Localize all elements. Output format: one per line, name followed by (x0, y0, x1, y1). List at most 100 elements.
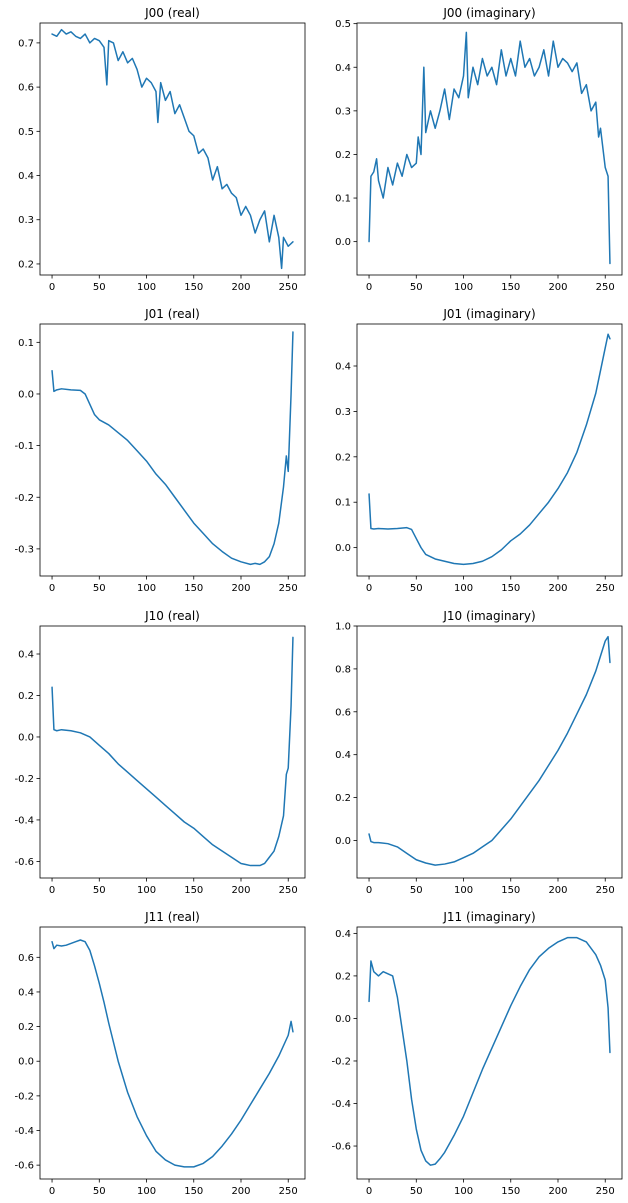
y-tick-label: 0.2 (335, 452, 351, 463)
x-tick-label: 250 (596, 282, 615, 293)
x-tick-label: 0 (366, 583, 372, 594)
x-tick-label: 100 (454, 583, 473, 594)
y-tick-label: -0.2 (331, 1056, 351, 1067)
y-tick-label: -0.2 (14, 774, 34, 785)
y-tick-label: 0.2 (335, 150, 351, 161)
chart-title: J00 (real) (144, 6, 200, 20)
x-tick-label: 150 (501, 583, 520, 594)
x-tick-label: 250 (279, 885, 298, 896)
y-tick-label: 0.2 (18, 259, 34, 270)
chart-title: J10 (imaginary) (442, 609, 535, 623)
x-tick-label: 150 (501, 885, 520, 896)
y-tick-label: 0.2 (18, 1022, 34, 1033)
series-line (368, 635, 611, 866)
series-line (51, 636, 294, 867)
x-tick-label: 50 (93, 885, 106, 896)
y-tick-label: 0.4 (335, 750, 351, 761)
y-tick-label: 0.2 (18, 691, 34, 702)
x-tick-label: 250 (279, 282, 298, 293)
y-tick-label: 0.0 (335, 237, 351, 248)
x-tick-label: 200 (231, 583, 250, 594)
x-tick-label: 50 (93, 282, 106, 293)
y-tick-label: -0.2 (14, 493, 34, 504)
y-tick-label: 0.0 (18, 732, 34, 743)
y-tick-label: -0.2 (14, 1091, 34, 1102)
y-tick-label: 0.5 (18, 127, 34, 138)
y-tick-label: 0.4 (18, 650, 34, 661)
x-tick-label: 100 (137, 282, 156, 293)
x-tick-label: 200 (548, 885, 567, 896)
y-tick-label: 0.3 (335, 106, 351, 117)
x-tick-label: 50 (410, 583, 423, 594)
series-line (368, 936, 611, 1166)
x-tick-label: 250 (596, 583, 615, 594)
chart-panel-6: J10 (imaginary) 0 50 100 150 200 250 0.0 0.2 0.4 0… (335, 609, 623, 896)
y-tick-label: 0.3 (335, 407, 351, 418)
chart-title: J01 (real) (144, 307, 200, 321)
y-tick-label: 0.4 (18, 171, 34, 182)
x-tick-label: 0 (366, 1186, 372, 1197)
x-tick-label: 100 (454, 885, 473, 896)
y-tick-label: 0.6 (18, 83, 34, 94)
chart-title: J01 (imaginary) (442, 307, 535, 321)
y-tick-label: -0.6 (331, 1142, 351, 1153)
chart-panel-4: J01 (imaginary) 0 50 100 150 200 250 0.0 0.1 0.2 0… (335, 307, 623, 594)
axes-frame (39, 22, 306, 276)
x-tick-label: 50 (410, 282, 423, 293)
x-tick-label: 250 (279, 583, 298, 594)
y-tick-label: -0.1 (14, 441, 34, 452)
x-tick-label: 200 (231, 1186, 250, 1197)
y-tick-label: 0.1 (335, 498, 351, 509)
y-tick-label: -0.3 (14, 544, 34, 555)
series-line (51, 939, 294, 1168)
y-tick-label: 0.2 (335, 793, 351, 804)
x-tick-label: 200 (548, 583, 567, 594)
y-tick-label: 0.2 (335, 971, 351, 982)
x-tick-label: 150 (184, 1186, 203, 1197)
x-tick-label: 50 (410, 885, 423, 896)
y-tick-label: 0.0 (18, 389, 34, 400)
x-tick-label: 100 (454, 282, 473, 293)
x-tick-label: 200 (548, 1186, 567, 1197)
x-tick-label: 250 (279, 1186, 298, 1197)
y-tick-label: 0.6 (18, 953, 34, 964)
chart-panel-8: J11 (imaginary) 0 50 100 150 200 250 -0.6 -0.4 -0… (331, 910, 623, 1197)
x-tick-label: 0 (49, 885, 55, 896)
x-tick-label: 50 (93, 1186, 106, 1197)
axes-frame (356, 323, 623, 577)
axes-frame (356, 926, 623, 1180)
y-tick-label: 0.4 (335, 63, 351, 74)
x-tick-label: 50 (93, 583, 106, 594)
x-tick-label: 0 (49, 583, 55, 594)
x-tick-label: 0 (366, 282, 372, 293)
y-tick-label: -0.6 (14, 1161, 34, 1172)
y-tick-label: -0.4 (331, 1099, 351, 1110)
axes-frame (356, 625, 623, 879)
y-tick-label: 0.7 (18, 38, 34, 49)
y-tick-label: 0.1 (18, 338, 34, 349)
x-tick-label: 0 (49, 282, 55, 293)
chart-panel-5: J10 (real) 0 50 100 150 200 250 -0.6 -0.4 -0.2 0.0… (14, 609, 306, 896)
series-line (51, 28, 294, 270)
y-tick-label: -0.4 (14, 815, 34, 826)
x-tick-label: 150 (501, 1186, 520, 1197)
axes-frame (39, 926, 306, 1180)
x-tick-label: 200 (548, 282, 567, 293)
x-tick-label: 0 (49, 1186, 55, 1197)
y-tick-label: 0.6 (335, 707, 351, 718)
y-tick-label: 0.4 (335, 929, 351, 940)
y-tick-label: 0.5 (335, 19, 351, 30)
y-tick-label: 0.0 (335, 543, 351, 554)
chart-panel-2: J00 (imaginary) 0 50 100 150 200 250 0.0 0.1 0.2 0… (335, 6, 623, 293)
x-tick-label: 150 (501, 282, 520, 293)
x-tick-label: 100 (137, 1186, 156, 1197)
x-tick-label: 200 (231, 282, 250, 293)
x-tick-label: 200 (231, 885, 250, 896)
chart-title: J11 (imaginary) (442, 910, 535, 924)
chart-panel-7: J11 (real) 0 50 100 150 200 250 -0.6 -0.4 -0.2 0.0… (14, 910, 306, 1197)
axes-frame (356, 22, 623, 276)
x-tick-label: 150 (184, 282, 203, 293)
y-tick-label: 0.1 (335, 194, 351, 205)
x-tick-label: 250 (596, 885, 615, 896)
